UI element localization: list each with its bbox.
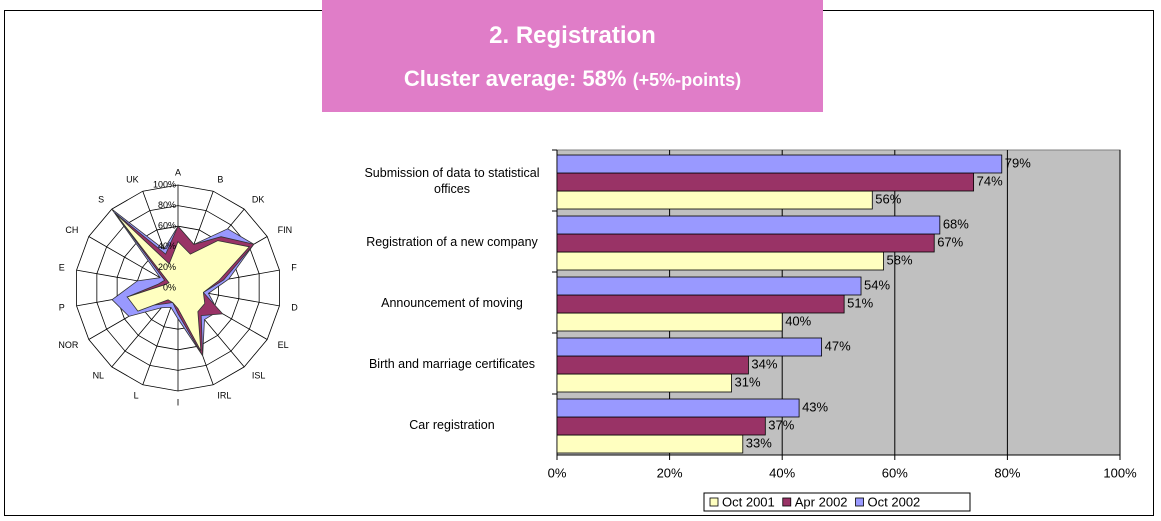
radar-tick-label: 80% bbox=[158, 200, 176, 210]
radar-category: UK bbox=[126, 174, 139, 184]
radar-tick-label: 0% bbox=[163, 282, 176, 292]
title: 2. Registration bbox=[489, 22, 656, 49]
bar bbox=[556, 172, 975, 192]
radar-tick-label: 100% bbox=[153, 179, 176, 189]
radar-category: NL bbox=[93, 370, 105, 380]
radar-category: A bbox=[175, 167, 181, 177]
radar-tick-label: 40% bbox=[158, 241, 176, 251]
x-tick-label: 60% bbox=[882, 465, 908, 480]
bar bbox=[556, 215, 941, 235]
value-label: 47% bbox=[825, 338, 851, 353]
bar bbox=[556, 154, 1003, 174]
radar-category: IRL bbox=[217, 390, 231, 400]
legend-swatch bbox=[709, 497, 719, 507]
y-tick-label: Submission of data to statistical office… bbox=[364, 165, 540, 196]
radar-category: E bbox=[59, 262, 65, 272]
x-tick-label: 0% bbox=[548, 465, 567, 480]
legend-label: Oct 2002 bbox=[868, 494, 921, 509]
value-label: 68% bbox=[943, 216, 969, 231]
value-label: 51% bbox=[847, 295, 873, 310]
radar-category: D bbox=[291, 302, 298, 312]
bar bbox=[556, 355, 749, 375]
bar bbox=[556, 251, 884, 271]
radar-category: L bbox=[134, 390, 139, 400]
header: 2. Registration Cluster average: 58% (+5… bbox=[322, 0, 823, 112]
radar-tick-label: 20% bbox=[158, 262, 176, 272]
legend-label: Oct 2001 bbox=[722, 494, 775, 509]
x-tick-label: 100% bbox=[1103, 465, 1137, 480]
legend-box bbox=[703, 492, 971, 512]
bar bbox=[556, 312, 783, 332]
bar bbox=[556, 434, 744, 454]
y-tick-label: Announcement of moving bbox=[381, 295, 523, 310]
x-tick-label: 40% bbox=[769, 465, 795, 480]
value-label: 67% bbox=[937, 234, 963, 249]
subtitle: Cluster average: 58% bbox=[403, 66, 627, 91]
y-tick-label: Birth and marriage certificates bbox=[368, 356, 536, 371]
bar bbox=[556, 416, 766, 436]
radar-category: B bbox=[217, 174, 223, 184]
x-tick-label: 20% bbox=[657, 465, 683, 480]
bar bbox=[556, 233, 935, 253]
value-label: 54% bbox=[864, 277, 890, 292]
radar-category: EL bbox=[278, 340, 289, 350]
radar-tick-label: 60% bbox=[158, 221, 176, 231]
bar bbox=[556, 373, 732, 393]
x-tick-label: 80% bbox=[994, 465, 1020, 480]
bar bbox=[556, 398, 800, 418]
bar bbox=[556, 276, 862, 296]
radar-category: S bbox=[98, 194, 104, 204]
radar-area bbox=[114, 212, 251, 352]
legend-swatch bbox=[782, 497, 792, 507]
value-label: 33% bbox=[746, 435, 772, 450]
value-label: 56% bbox=[875, 191, 901, 206]
y-tick-label: Car registration bbox=[409, 417, 495, 432]
bar bbox=[556, 190, 873, 210]
radar-category: DK bbox=[252, 194, 265, 204]
subtitle-line: Cluster average: 58% (+5%-points) bbox=[322, 66, 823, 92]
value-label: 58% bbox=[887, 252, 913, 267]
legend-swatch bbox=[855, 497, 864, 507]
subtitle-note: (+5%-points) bbox=[632, 70, 742, 90]
legend-label: Apr 2002 bbox=[795, 494, 848, 509]
y-tick-label: Registration of a new company bbox=[366, 234, 538, 249]
value-label: 74% bbox=[977, 173, 1003, 188]
value-label: 34% bbox=[751, 356, 777, 371]
radar-category: ISL bbox=[252, 370, 266, 380]
bar bbox=[556, 294, 845, 314]
value-label: 37% bbox=[768, 417, 794, 432]
value-label: 79% bbox=[1005, 155, 1031, 170]
radar-category: I bbox=[177, 397, 180, 407]
value-label: 31% bbox=[735, 374, 761, 389]
value-label: 40% bbox=[785, 313, 811, 328]
radar-category: P bbox=[59, 302, 65, 312]
radar-category: NOR bbox=[58, 340, 79, 350]
radar-category: CH bbox=[65, 225, 78, 235]
radar-category: FIN bbox=[278, 225, 293, 235]
value-label: 43% bbox=[802, 399, 828, 414]
radar-category: F bbox=[291, 262, 297, 272]
bar bbox=[556, 337, 823, 357]
